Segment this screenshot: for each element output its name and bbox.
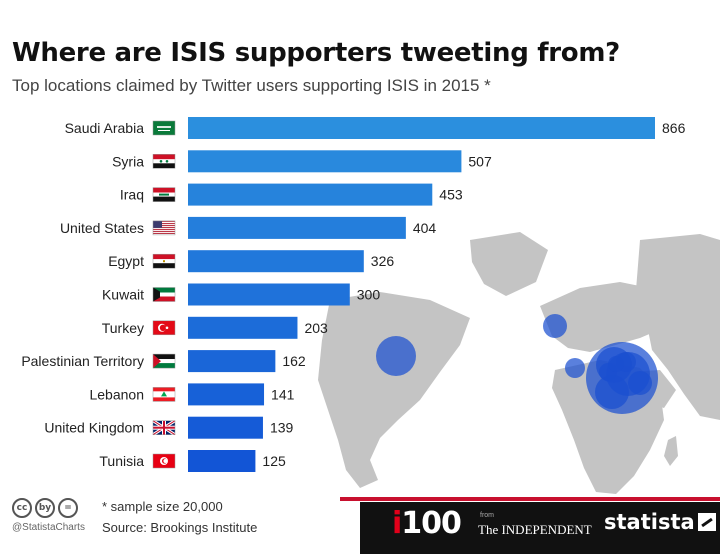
bar-syria[interactable] (188, 150, 462, 173)
category-label: Saudi Arabia (65, 120, 145, 136)
value-label: 125 (262, 453, 286, 469)
bar-united-states[interactable] (188, 216, 406, 239)
partner-from-label: from (480, 512, 494, 519)
creative-commons-icon[interactable]: cc (12, 498, 32, 518)
chart-subtitle: Top locations claimed by Twitter users s… (12, 76, 491, 95)
category-label: Syria (112, 153, 144, 169)
twitter-handle[interactable]: @StatistaCharts (12, 522, 85, 533)
sample-note: * sample size 20,000 (102, 499, 223, 514)
value-label: 162 (282, 353, 306, 369)
egypt-flag-icon (152, 253, 176, 269)
category-label: Tunisia (99, 453, 144, 469)
iraq-flag-icon (152, 187, 176, 202)
bar-kuwait[interactable] (188, 283, 350, 306)
value-label: 866 (662, 120, 686, 136)
map-bubble (595, 375, 629, 409)
chart-title: Where are ISIS supporters tweeting from? (12, 38, 620, 68)
category-label: Lebanon (89, 386, 144, 402)
independent-logo[interactable]: The INDEPENDENT (478, 522, 592, 537)
bar-palestinian-territory[interactable] (188, 350, 276, 373)
map-bubble (543, 314, 567, 338)
category-label: United States (60, 220, 144, 236)
bar-chart: Saudi Arabia 866 Syria 507 Iraq 453 United Sta… (21, 117, 720, 494)
no-derivatives-icon[interactable]: = (58, 498, 78, 518)
category-label: Turkey (102, 320, 144, 336)
statista-mark-icon (697, 513, 716, 531)
value-label: 326 (371, 253, 395, 269)
bar-egypt[interactable] (188, 250, 364, 273)
value-label: 139 (270, 420, 294, 436)
value-label: 453 (439, 187, 463, 203)
bar-lebanon[interactable] (188, 383, 265, 406)
value-label: 141 (271, 386, 295, 402)
footer-brand-bar (360, 502, 720, 554)
value-label: 300 (357, 287, 381, 303)
value-label: 404 (413, 220, 437, 236)
category-label: Iraq (120, 187, 144, 203)
license-icons: cc by = (12, 498, 78, 518)
map-bubble (565, 358, 585, 378)
saudi-arabia-flag-icon (152, 120, 176, 136)
category-label: Kuwait (102, 287, 144, 303)
tunisia-flag-icon (152, 453, 176, 469)
statista-logo[interactable]: statista (604, 510, 716, 534)
bar-tunisia[interactable] (188, 450, 256, 472)
palestine-flag-icon (152, 353, 176, 369)
category-label: United Kingdom (44, 420, 144, 436)
source-label[interactable]: Source: Brookings Institute (102, 520, 258, 535)
united-kingdom-flag-icon (152, 419, 176, 436)
value-label: 507 (468, 153, 492, 169)
bar-turkey[interactable] (188, 316, 298, 339)
value-label: 203 (304, 320, 328, 336)
category-label: Palestinian Territory (21, 353, 144, 369)
bar-united-kingdom[interactable] (188, 416, 263, 439)
attribution-icon[interactable]: by (35, 498, 55, 518)
bar-saudi-arabia[interactable] (188, 117, 655, 139)
lebanon-flag-icon (152, 387, 176, 402)
i100-logo[interactable]: i100 (392, 506, 462, 541)
map-bubble (608, 356, 624, 372)
united-states-flag-icon (152, 220, 176, 236)
category-label: Egypt (108, 253, 144, 269)
map-bubble (376, 336, 416, 376)
kuwait-flag-icon (152, 287, 176, 302)
syria-flag-icon (152, 154, 176, 169)
map-bubbles (376, 314, 658, 414)
bars-group: Saudi Arabia 866 Syria 507 Iraq 453 United Sta… (21, 117, 686, 472)
footer-red-stripe (340, 497, 720, 501)
map-bubble (628, 371, 652, 395)
bar-iraq[interactable] (188, 183, 433, 206)
turkey-flag-icon (152, 320, 176, 336)
